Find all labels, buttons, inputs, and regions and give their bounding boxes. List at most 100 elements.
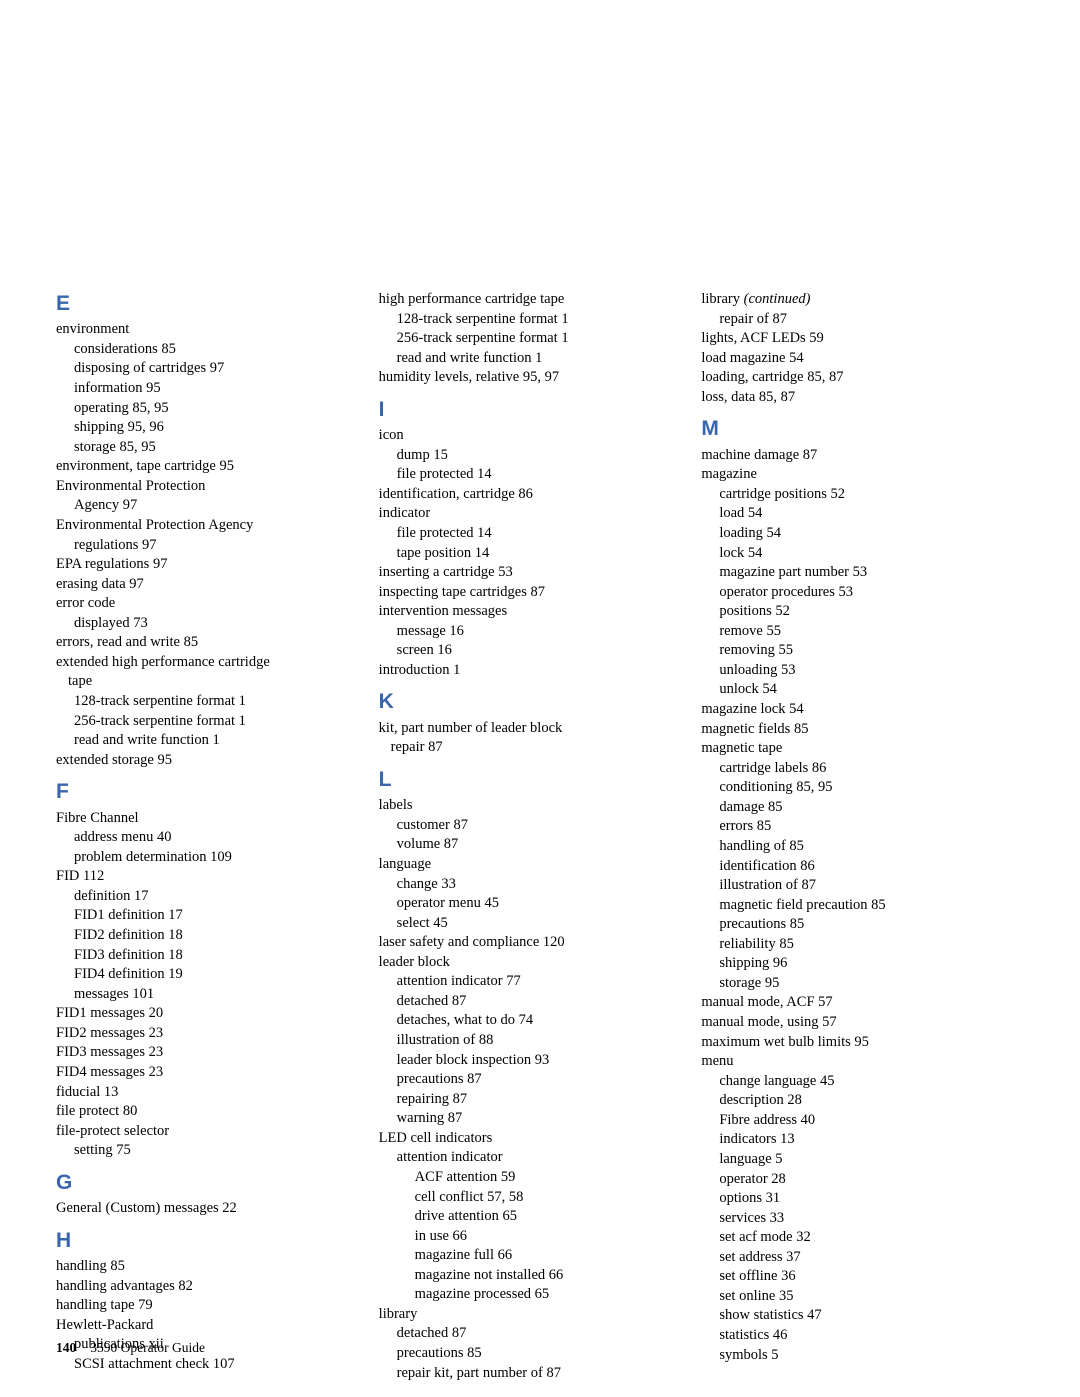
index-entry: inserting a cartridge 53 bbox=[379, 563, 692, 583]
index-entry: setting 75 bbox=[56, 1141, 369, 1161]
index-entry: damage 85 bbox=[701, 798, 1014, 818]
index-entry: address menu 40 bbox=[56, 828, 369, 848]
letter-heading-k: K bbox=[379, 688, 692, 716]
index-entry: extended high performance cartridge bbox=[56, 653, 369, 673]
index-entry: loading 54 bbox=[701, 524, 1014, 544]
index-entry: disposing of cartridges 97 bbox=[56, 359, 369, 379]
index-entry: illustration of 88 bbox=[379, 1031, 692, 1051]
index-entry: repair kit, part number of 87 bbox=[379, 1364, 692, 1384]
page-footer: 1403590 Operator Guide bbox=[56, 1339, 205, 1357]
index-entry: magnetic tape bbox=[701, 739, 1014, 759]
index-entry: magazine processed 65 bbox=[379, 1285, 692, 1305]
index-entry: Environmental Protection bbox=[56, 477, 369, 497]
index-entry: precautions 85 bbox=[379, 1344, 692, 1364]
page-number: 140 bbox=[56, 1340, 90, 1355]
index-entry: illustration of 87 bbox=[701, 876, 1014, 896]
index-entry: displayed 73 bbox=[56, 614, 369, 634]
letter-heading-e: E bbox=[56, 290, 369, 318]
index-entry: magazine full 66 bbox=[379, 1246, 692, 1266]
index-entry: leader block inspection 93 bbox=[379, 1051, 692, 1071]
index-entry: indicator bbox=[379, 504, 692, 524]
index-entry: in use 66 bbox=[379, 1227, 692, 1247]
index-entry: change 33 bbox=[379, 875, 692, 895]
index-entry: handling 85 bbox=[56, 1257, 369, 1277]
index-entry: detached 87 bbox=[379, 1324, 692, 1344]
index-entry: magazine not installed 66 bbox=[379, 1266, 692, 1286]
index-entry: detaches, what to do 74 bbox=[379, 1011, 692, 1031]
index-entry: magazine bbox=[701, 465, 1014, 485]
index-entry: customer 87 bbox=[379, 816, 692, 836]
index-entry: loss, data 85, 87 bbox=[701, 388, 1014, 408]
index-entry: language bbox=[379, 855, 692, 875]
index-entry: repairing 87 bbox=[379, 1090, 692, 1110]
index-entry: Environmental Protection Agency bbox=[56, 516, 369, 536]
index-entry: handling advantages 82 bbox=[56, 1277, 369, 1297]
index-entry: FID2 definition 18 bbox=[56, 926, 369, 946]
index-entry: shipping 96 bbox=[701, 954, 1014, 974]
index-entry: laser safety and compliance 120 bbox=[379, 933, 692, 953]
index-entry: storage 85, 95 bbox=[56, 438, 369, 458]
index-entry: Fibre address 40 bbox=[701, 1111, 1014, 1131]
index-entry: lights, ACF LEDs 59 bbox=[701, 329, 1014, 349]
index-entry: maximum wet bulb limits 95 bbox=[701, 1033, 1014, 1053]
index-entry: intervention messages bbox=[379, 602, 692, 622]
index-entry: options 31 bbox=[701, 1189, 1014, 1209]
index-entry: erasing data 97 bbox=[56, 575, 369, 595]
index-entry: FID 112 bbox=[56, 867, 369, 887]
letter-heading-f: F bbox=[56, 778, 369, 806]
index-entry: load 54 bbox=[701, 504, 1014, 524]
index-entry: General (Custom) messages 22 bbox=[56, 1199, 369, 1219]
index-entry: 128-track serpentine format 1 bbox=[379, 310, 692, 330]
index-entry: identification 86 bbox=[701, 857, 1014, 877]
index-entry: remove 55 bbox=[701, 622, 1014, 642]
index-entry: inspecting tape cartridges 87 bbox=[379, 583, 692, 603]
index-entry: tape position 14 bbox=[379, 544, 692, 564]
index-entry: loading, cartridge 85, 87 bbox=[701, 368, 1014, 388]
index-entry: manual mode, using 57 bbox=[701, 1013, 1014, 1033]
index-entry: magnetic fields 85 bbox=[701, 720, 1014, 740]
index-entry: regulations 97 bbox=[56, 536, 369, 556]
index-entry: read and write function 1 bbox=[56, 731, 369, 751]
index-entry: read and write function 1 bbox=[379, 349, 692, 369]
index-entry: cartridge labels 86 bbox=[701, 759, 1014, 779]
index-entry: messages 101 bbox=[56, 985, 369, 1005]
index-entry: FID4 definition 19 bbox=[56, 965, 369, 985]
index-entry: high performance cartridge tape bbox=[379, 290, 692, 310]
index-entry: LED cell indicators bbox=[379, 1129, 692, 1149]
index-entry: indicators 13 bbox=[701, 1130, 1014, 1150]
index-entry: shipping 95, 96 bbox=[56, 418, 369, 438]
index-entry: errors, read and write 85 bbox=[56, 633, 369, 653]
index-entry: operator procedures 53 bbox=[701, 583, 1014, 603]
index-entry: 256-track serpentine format 1 bbox=[379, 329, 692, 349]
index-entry: 256-track serpentine format 1 bbox=[56, 712, 369, 732]
index-entry: symbols 5 bbox=[701, 1346, 1014, 1366]
index-entry: repair 87 bbox=[379, 738, 692, 758]
index-entry: humidity levels, relative 95, 97 bbox=[379, 368, 692, 388]
column-2: high performance cartridge tape 128-trac… bbox=[379, 290, 702, 1383]
index-entry: magazine part number 53 bbox=[701, 563, 1014, 583]
index-entry: machine damage 87 bbox=[701, 446, 1014, 466]
index-entry: labels bbox=[379, 796, 692, 816]
index-entry: file-protect selector bbox=[56, 1122, 369, 1142]
index-entry: message 16 bbox=[379, 622, 692, 642]
index-entry: removing 55 bbox=[701, 641, 1014, 661]
index-entry: detached 87 bbox=[379, 992, 692, 1012]
index-entry: volume 87 bbox=[379, 835, 692, 855]
index-entry: lock 54 bbox=[701, 544, 1014, 564]
index-entry: unlock 54 bbox=[701, 680, 1014, 700]
column-1: E environment considerations 85 disposin… bbox=[56, 290, 379, 1383]
index-entry: environment, tape cartridge 95 bbox=[56, 457, 369, 477]
index-entry: drive attention 65 bbox=[379, 1207, 692, 1227]
index-columns: E environment considerations 85 disposin… bbox=[56, 290, 1024, 1383]
index-entry: menu bbox=[701, 1052, 1014, 1072]
index-entry: set acf mode 32 bbox=[701, 1228, 1014, 1248]
letter-heading-h: H bbox=[56, 1227, 369, 1255]
index-entry-text: library bbox=[701, 291, 743, 307]
index-entry: fiducial 13 bbox=[56, 1083, 369, 1103]
column-3: library (continued) repair of 87 lights,… bbox=[701, 290, 1024, 1383]
index-entry: introduction 1 bbox=[379, 661, 692, 681]
index-entry: cell conflict 57, 58 bbox=[379, 1188, 692, 1208]
index-entry: library (continued) bbox=[701, 290, 1014, 310]
letter-heading-m: M bbox=[701, 415, 1014, 443]
index-entry: magazine lock 54 bbox=[701, 700, 1014, 720]
